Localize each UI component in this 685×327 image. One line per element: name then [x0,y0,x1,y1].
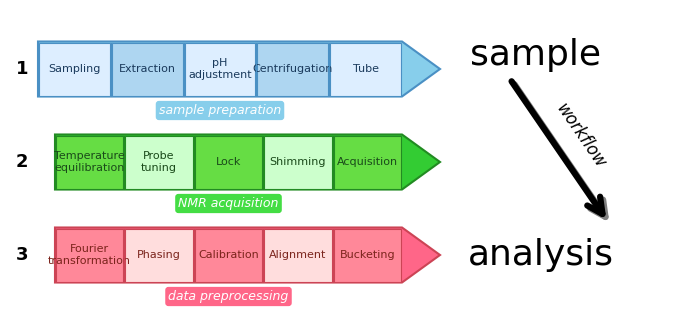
Bar [56,135,123,188]
Text: 2: 2 [16,153,28,171]
Text: Tube: Tube [353,64,379,74]
Bar [264,135,332,188]
Text: Lock: Lock [216,157,241,167]
Text: Extraction: Extraction [119,64,175,74]
Bar [184,43,256,95]
Text: Probe
tuning: Probe tuning [141,151,177,173]
Text: Sampling: Sampling [48,64,101,74]
Bar [125,135,192,188]
Polygon shape [55,228,440,283]
Bar [195,135,262,188]
Text: 3: 3 [16,246,28,264]
Text: workflow: workflow [553,100,610,171]
Text: 1: 1 [16,60,28,78]
Text: sample: sample [470,38,601,72]
Text: sample preparation: sample preparation [159,104,281,117]
Bar [264,229,332,282]
Bar [125,229,192,282]
Bar [334,135,401,188]
Bar [258,43,328,95]
Text: Shimming: Shimming [270,157,326,167]
Text: NMR acquisition: NMR acquisition [178,197,279,210]
Text: analysis: analysis [468,238,614,272]
Text: Calibration: Calibration [198,250,259,260]
Bar [334,229,401,282]
Bar [39,43,110,95]
Text: Phasing: Phasing [137,250,181,260]
Text: Fourier
transformation: Fourier transformation [48,244,132,266]
Text: Temperature
equilibration: Temperature equilibration [54,151,125,173]
Text: data preprocessing: data preprocessing [169,290,288,303]
Bar [330,43,401,95]
Text: Alignment: Alignment [269,250,327,260]
Text: Bucketing: Bucketing [340,250,395,260]
Polygon shape [55,134,440,190]
Text: Acquisition: Acquisition [337,157,398,167]
Bar [56,229,123,282]
Text: Centrifugation: Centrifugation [253,64,333,74]
Text: pH
adjustment: pH adjustment [188,58,252,80]
Bar [112,43,183,95]
Bar [195,229,262,282]
Polygon shape [38,42,440,96]
